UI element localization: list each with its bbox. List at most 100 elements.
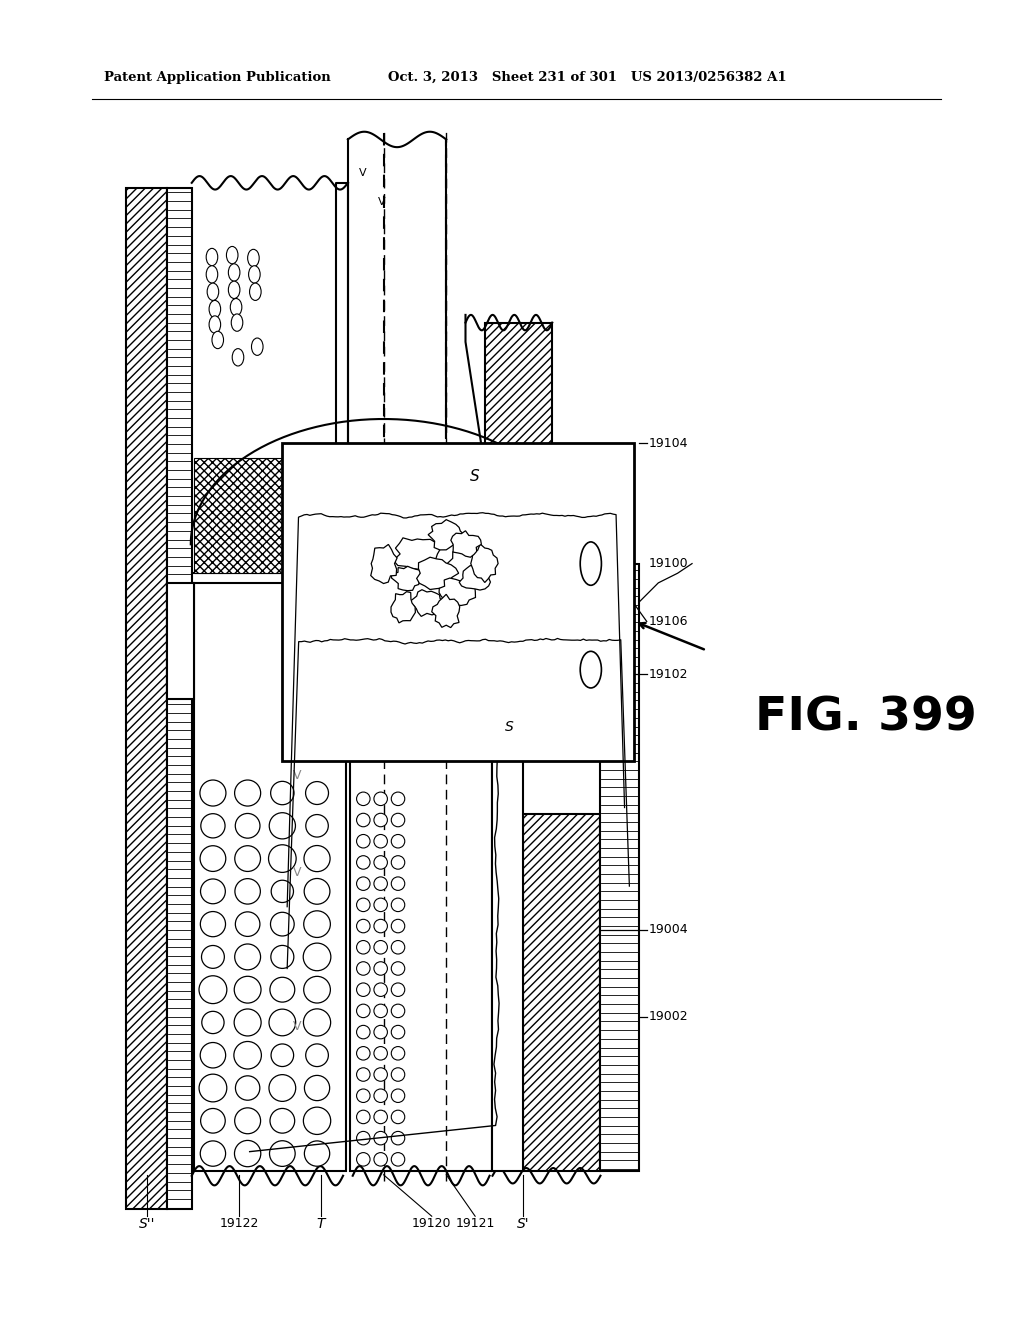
Polygon shape xyxy=(432,594,460,627)
Ellipse shape xyxy=(228,281,240,298)
Circle shape xyxy=(391,1026,404,1039)
Ellipse shape xyxy=(232,348,244,366)
Text: V: V xyxy=(293,770,301,783)
Circle shape xyxy=(270,912,294,936)
Circle shape xyxy=(391,1131,404,1144)
Circle shape xyxy=(356,1131,370,1144)
Circle shape xyxy=(356,1089,370,1102)
Circle shape xyxy=(356,855,370,869)
Circle shape xyxy=(268,845,296,873)
Bar xyxy=(194,583,346,1171)
Ellipse shape xyxy=(250,282,261,301)
Circle shape xyxy=(306,1044,329,1067)
Circle shape xyxy=(391,1068,404,1081)
Ellipse shape xyxy=(581,543,601,585)
Circle shape xyxy=(269,1074,296,1101)
Ellipse shape xyxy=(206,265,218,282)
Ellipse shape xyxy=(209,301,220,318)
Text: 19100: 19100 xyxy=(648,557,688,570)
Text: Patent Application Publication: Patent Application Publication xyxy=(104,70,331,83)
Circle shape xyxy=(270,945,294,969)
Circle shape xyxy=(374,898,387,912)
Polygon shape xyxy=(393,537,441,569)
Polygon shape xyxy=(459,566,490,590)
Polygon shape xyxy=(391,566,422,590)
Text: FIG. 399: FIG. 399 xyxy=(755,696,977,741)
Text: 19102: 19102 xyxy=(648,668,688,681)
Circle shape xyxy=(271,880,294,903)
Circle shape xyxy=(304,911,331,937)
Bar xyxy=(484,322,552,467)
Circle shape xyxy=(270,1109,295,1133)
Circle shape xyxy=(356,834,370,847)
Circle shape xyxy=(356,792,370,805)
Circle shape xyxy=(200,846,225,871)
Text: 19002: 19002 xyxy=(648,1010,688,1023)
Text: S'': S'' xyxy=(139,1217,156,1232)
Circle shape xyxy=(269,1008,296,1036)
Circle shape xyxy=(356,876,370,891)
Circle shape xyxy=(374,919,387,933)
Circle shape xyxy=(303,1107,331,1134)
Text: V: V xyxy=(293,866,301,879)
Text: V: V xyxy=(378,197,385,207)
Circle shape xyxy=(303,942,331,970)
Ellipse shape xyxy=(230,298,242,315)
Polygon shape xyxy=(417,557,459,590)
Circle shape xyxy=(234,1107,260,1134)
Circle shape xyxy=(356,1068,370,1081)
Circle shape xyxy=(199,1074,226,1102)
Text: 19120: 19120 xyxy=(412,1217,452,1230)
Circle shape xyxy=(271,1044,294,1067)
Ellipse shape xyxy=(249,265,260,282)
Circle shape xyxy=(304,1076,330,1101)
Circle shape xyxy=(356,962,370,975)
Circle shape xyxy=(234,780,261,807)
Bar xyxy=(493,651,523,1171)
Text: V: V xyxy=(358,168,367,178)
Bar xyxy=(126,187,167,1209)
Circle shape xyxy=(269,813,296,840)
Circle shape xyxy=(391,962,404,975)
Circle shape xyxy=(304,879,330,904)
Circle shape xyxy=(391,876,404,891)
Circle shape xyxy=(374,813,387,826)
Polygon shape xyxy=(447,543,480,586)
Circle shape xyxy=(234,1008,261,1036)
Circle shape xyxy=(374,1152,387,1166)
Polygon shape xyxy=(439,578,475,607)
Bar xyxy=(350,583,493,1171)
Circle shape xyxy=(374,941,387,954)
Circle shape xyxy=(391,834,404,847)
Circle shape xyxy=(374,855,387,869)
Circle shape xyxy=(269,1140,295,1167)
Circle shape xyxy=(356,1026,370,1039)
Circle shape xyxy=(391,792,404,805)
Circle shape xyxy=(374,792,387,805)
Circle shape xyxy=(304,846,330,871)
Circle shape xyxy=(356,1005,370,1018)
Circle shape xyxy=(356,898,370,912)
Bar xyxy=(283,444,634,762)
Text: 19104: 19104 xyxy=(648,437,688,450)
Circle shape xyxy=(374,1068,387,1081)
Circle shape xyxy=(391,813,404,826)
Circle shape xyxy=(270,781,294,805)
Circle shape xyxy=(201,1140,225,1167)
Circle shape xyxy=(233,1041,261,1069)
Circle shape xyxy=(374,1089,387,1102)
Bar xyxy=(194,458,444,573)
Circle shape xyxy=(234,846,260,871)
Ellipse shape xyxy=(228,264,240,281)
Circle shape xyxy=(234,1140,261,1167)
Circle shape xyxy=(356,919,370,933)
Polygon shape xyxy=(409,590,445,616)
Circle shape xyxy=(201,1043,225,1068)
Text: 19121: 19121 xyxy=(456,1217,495,1230)
Ellipse shape xyxy=(206,248,218,265)
Circle shape xyxy=(202,945,224,969)
Circle shape xyxy=(356,983,370,997)
Circle shape xyxy=(200,780,226,807)
Circle shape xyxy=(306,814,329,837)
Circle shape xyxy=(374,876,387,891)
